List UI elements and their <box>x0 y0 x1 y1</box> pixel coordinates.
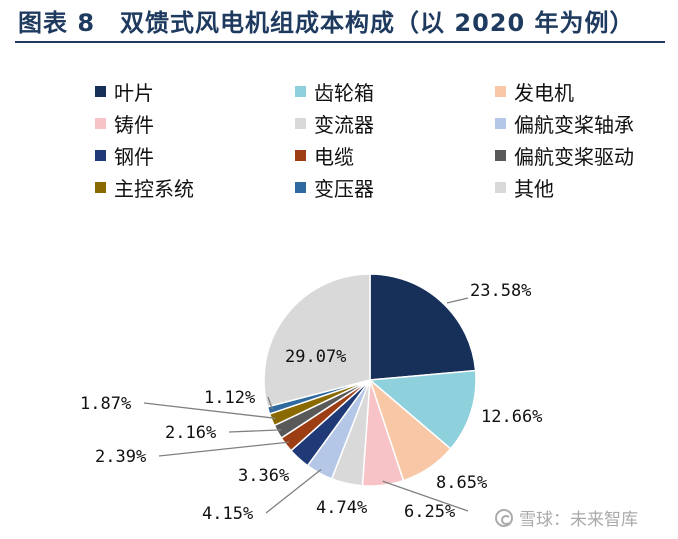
legend-item: 电缆 <box>295 143 354 169</box>
legend-swatch <box>495 149 506 161</box>
legend-label: 铸件 <box>114 112 154 137</box>
legend-swatch <box>295 181 306 193</box>
data-labels: 23.58% 12.66% 8.65% 6.25% 4.74% 4.15% 3.36% 2.3… <box>80 281 542 524</box>
legend-item: 偏航变桨驱动 <box>495 143 634 169</box>
legend-item: 偏航变桨轴承 <box>495 111 634 137</box>
chart-title: 图表 8 双馈式风电机组成本构成（以 2020 年为例） <box>18 9 635 37</box>
legend-label: 电缆 <box>314 144 354 169</box>
legend-label: 变压器 <box>314 176 374 201</box>
legend-label: 发电机 <box>514 80 574 105</box>
legend-item: 叶片 <box>95 79 154 105</box>
legend-label: 主控系统 <box>114 176 194 201</box>
legend-label: 齿轮箱 <box>314 80 374 105</box>
legend-label: 叶片 <box>114 80 154 105</box>
legend-swatch <box>95 85 106 97</box>
legend-swatch <box>95 181 106 193</box>
data-label: 4.74% <box>316 498 367 518</box>
data-label: 2.16% <box>165 423 216 443</box>
leader-line <box>446 297 469 304</box>
legend-swatch <box>495 85 506 97</box>
legend-label: 钢件 <box>114 144 154 169</box>
pie-slices <box>263 273 477 487</box>
leader-line <box>265 468 322 514</box>
legend-swatch <box>295 149 306 161</box>
pie-slice <box>263 273 371 408</box>
data-label: 8.65% <box>436 473 487 493</box>
leader-line <box>267 396 273 410</box>
leader-line <box>158 441 290 457</box>
leader-lines <box>143 297 469 514</box>
legend-item: 钢件 <box>95 143 154 169</box>
chart-legend: 叶片 齿轮箱 发电机铸件 变流器 偏航变桨轴承钢件 电缆 偏航变桨驱动主控系统 变压器 其他 <box>0 0 678 220</box>
data-label: 29.07% <box>285 347 346 367</box>
data-label: 1.87% <box>80 394 131 414</box>
legend-item: 齿轮箱 <box>295 79 374 105</box>
watermark-text: 雪球：未来智库 <box>519 510 638 530</box>
data-label: 2.39% <box>95 447 146 467</box>
data-label: 6.25% <box>404 502 455 522</box>
pie-slice <box>368 369 477 450</box>
snowball-logo-icon <box>495 508 513 527</box>
legend-label: 偏航变桨轴承 <box>514 112 634 137</box>
title-divider <box>15 41 665 43</box>
legend-swatch <box>95 149 106 161</box>
data-label: 12.66% <box>481 407 542 427</box>
watermark: 雪球：未来智库 <box>495 505 638 530</box>
data-label: 1.12% <box>204 388 255 408</box>
legend-swatch <box>495 181 506 193</box>
legend-item: 发电机 <box>495 79 574 105</box>
data-label: 4.15% <box>202 504 253 524</box>
legend-item: 变流器 <box>295 111 374 137</box>
data-label: 3.36% <box>238 466 289 486</box>
leader-line <box>143 402 276 419</box>
legend-swatch <box>295 85 306 97</box>
legend-item: 铸件 <box>95 111 154 137</box>
legend-swatch <box>495 117 506 129</box>
legend-label: 变流器 <box>314 112 374 137</box>
legend-item: 其他 <box>495 175 554 201</box>
legend-label: 偏航变桨驱动 <box>514 144 634 169</box>
leader-line <box>228 429 282 433</box>
legend-swatch <box>95 117 106 129</box>
pie-slice <box>369 273 477 381</box>
legend-label: 其他 <box>514 176 554 201</box>
legend-item: 主控系统 <box>95 175 194 201</box>
legend-item: 变压器 <box>295 175 374 201</box>
data-label: 23.58% <box>470 281 531 301</box>
legend-swatch <box>295 117 306 129</box>
leader-line <box>382 480 469 512</box>
